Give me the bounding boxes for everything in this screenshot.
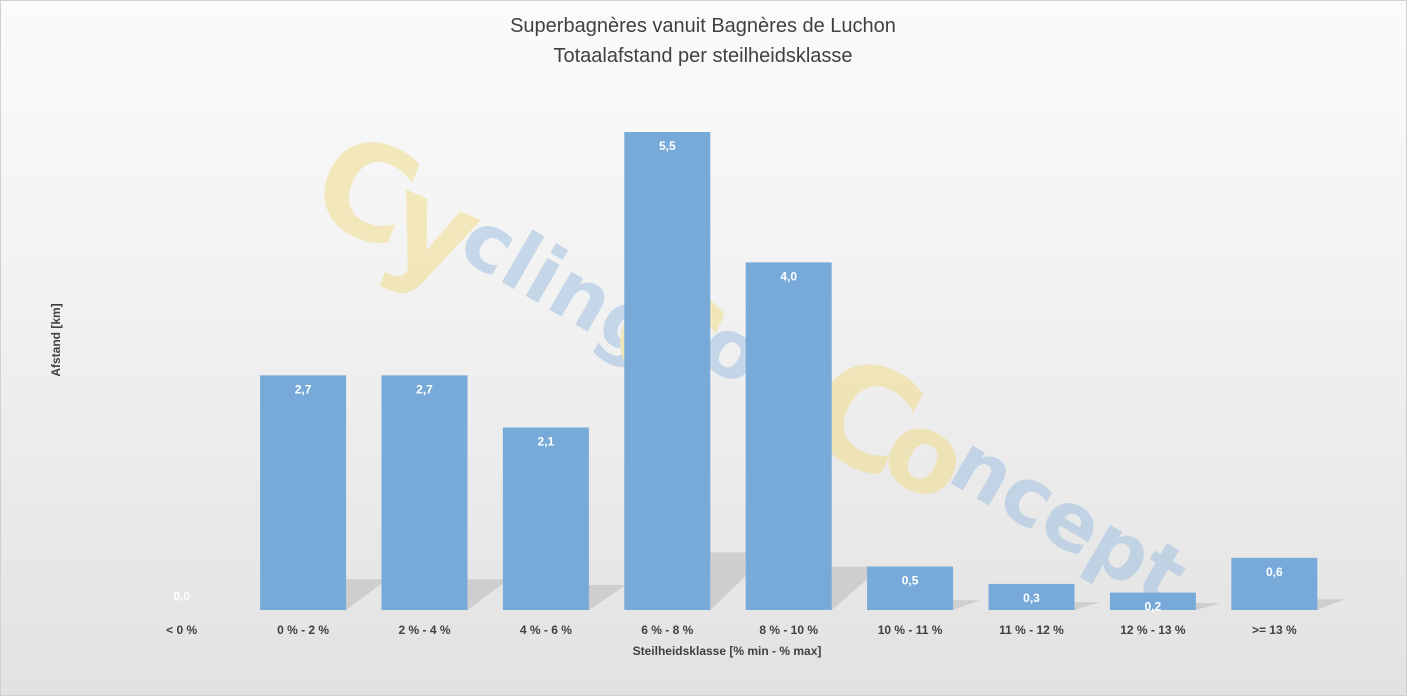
data-label: 2,7: [416, 382, 433, 396]
x-tick-label: < 0 %: [166, 623, 197, 637]
bar: [745, 262, 832, 610]
x-tick-labels: < 0 % 0 % - 2 % 2 % - 4 % 4 % - 6 % 6 % - 8 …: [166, 623, 1297, 637]
y-axis-label: Afstand [km]: [49, 303, 63, 376]
data-label: 2,1: [538, 434, 555, 448]
x-tick-label: 8 % - 10 %: [759, 623, 818, 637]
x-tick-label: 10 % - 11 %: [878, 623, 943, 637]
data-label: 0,0: [173, 589, 190, 603]
bar: [1231, 557, 1318, 610]
x-tick-label: 12 % - 13 %: [1120, 623, 1186, 637]
data-label: 0,3: [1023, 591, 1040, 605]
x-tick-label: 4 % - 6 %: [520, 623, 572, 637]
bar: [502, 427, 589, 610]
data-label: 2,7: [295, 382, 312, 396]
x-tick-label: 6 % - 8 %: [641, 623, 693, 637]
x-tick-label: 0 % - 2 %: [277, 623, 329, 637]
bars: [260, 132, 1318, 610]
data-label: 0,5: [902, 574, 919, 588]
data-label: 0,6: [1266, 565, 1283, 579]
data-labels: 0,0 2,7 2,7 2,1 5,5 4,0 0,5 0,3 0,2 0,6: [173, 139, 1283, 614]
bar: [381, 375, 468, 610]
data-label: 0,2: [1145, 600, 1162, 614]
x-tick-label: >= 13 %: [1252, 623, 1297, 637]
x-tick-label: 2 % - 4 %: [398, 623, 450, 637]
bar: [867, 566, 954, 610]
chart-subtitle: Totaalafstand per steilheidsklasse: [553, 45, 852, 67]
bar: [988, 583, 1075, 610]
x-tick-label: 11 % - 12 %: [999, 623, 1064, 637]
bar: [624, 132, 711, 610]
data-label: 4,0: [780, 269, 797, 283]
x-axis-label: Steilheidsklasse [% min - % max]: [633, 644, 822, 658]
bar: [1109, 592, 1196, 610]
chart-title: Superbagnères vanuit Bagnères de Luchon: [510, 15, 896, 37]
bar: [260, 375, 347, 610]
data-label: 5,5: [659, 139, 676, 153]
